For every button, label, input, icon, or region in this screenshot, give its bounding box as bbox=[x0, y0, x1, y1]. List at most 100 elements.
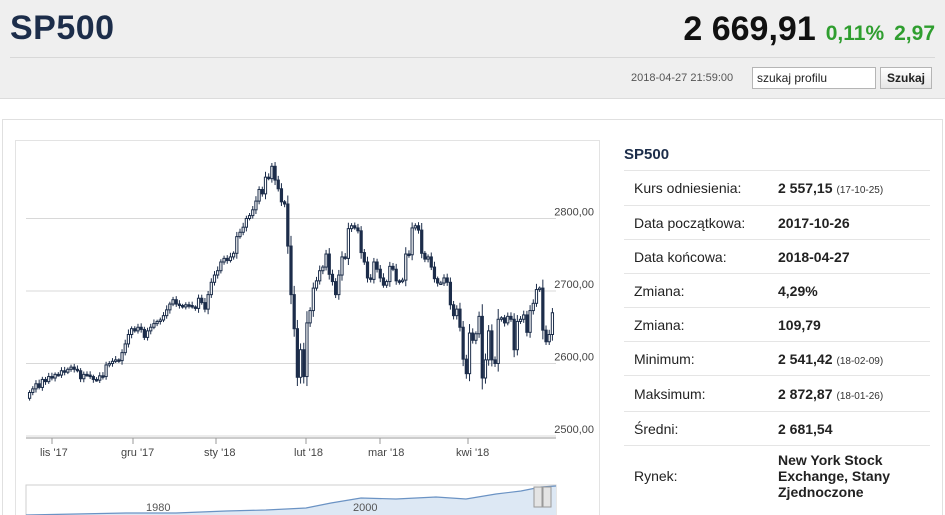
candle bbox=[420, 229, 424, 254]
candle bbox=[104, 364, 108, 378]
candle bbox=[458, 308, 462, 328]
candle bbox=[53, 373, 57, 379]
candle bbox=[152, 323, 156, 328]
y-tick-label: 2600,00 bbox=[554, 352, 594, 364]
candlestick-chart: 2800,00 2700,00 2600,00 2500,00 lis '17 gru '… bbox=[25, 162, 594, 515]
candle bbox=[158, 319, 162, 322]
header-divider bbox=[10, 57, 935, 58]
candle bbox=[464, 358, 468, 375]
candle bbox=[474, 333, 478, 341]
candle bbox=[439, 282, 443, 286]
navigator-handle-left bbox=[533, 486, 543, 508]
candle bbox=[525, 314, 529, 333]
candle bbox=[544, 329, 548, 343]
info-value: 2018-04-27 bbox=[778, 239, 930, 274]
info-value: 2 557,15 (17-10-25) bbox=[778, 170, 930, 206]
candle bbox=[283, 201, 287, 205]
info-row: Zmiana: 109,79 bbox=[624, 307, 930, 342]
candle bbox=[184, 304, 188, 308]
info-value: 2 872,87 (18-01-26) bbox=[778, 375, 930, 412]
info-value: 109,79 bbox=[778, 307, 930, 342]
candle bbox=[254, 200, 258, 211]
candle bbox=[487, 330, 491, 361]
candle bbox=[257, 189, 261, 202]
info-label: Zmiana: bbox=[624, 307, 778, 342]
candle bbox=[101, 375, 105, 378]
x-tick-label: lut '18 bbox=[294, 447, 323, 459]
candle bbox=[308, 310, 312, 324]
candle bbox=[59, 370, 64, 376]
candle bbox=[477, 315, 481, 335]
candle bbox=[429, 256, 433, 268]
candle bbox=[295, 328, 299, 378]
candle bbox=[177, 303, 182, 307]
candle bbox=[375, 261, 379, 270]
candle bbox=[349, 225, 354, 230]
candle bbox=[174, 299, 178, 305]
candle bbox=[423, 252, 427, 260]
candle bbox=[222, 257, 226, 263]
candle bbox=[31, 388, 35, 393]
candle bbox=[50, 376, 54, 379]
candle bbox=[180, 305, 185, 308]
candle bbox=[270, 165, 274, 180]
navigator-line bbox=[25, 485, 557, 515]
candle bbox=[321, 266, 325, 272]
candle bbox=[110, 360, 115, 364]
candle bbox=[353, 225, 357, 229]
candle bbox=[142, 328, 146, 338]
candle bbox=[407, 253, 411, 257]
candle bbox=[168, 303, 172, 311]
candle bbox=[286, 203, 290, 247]
info-value-text: 109,79 bbox=[778, 316, 821, 333]
candle bbox=[404, 253, 408, 281]
candle bbox=[538, 287, 542, 291]
candle bbox=[279, 188, 284, 203]
chart-container: 2800,00 2700,00 2600,00 2500,00 lis '17 gru '… bbox=[15, 140, 600, 515]
candle bbox=[502, 317, 507, 324]
navigator-handle-right bbox=[542, 486, 552, 508]
candle bbox=[292, 294, 296, 330]
candle bbox=[161, 315, 166, 321]
candle bbox=[509, 315, 513, 320]
candle bbox=[232, 252, 236, 258]
info-value-text: 2017-10-26 bbox=[778, 214, 850, 231]
candle bbox=[397, 280, 402, 283]
info-label: Zmiana: bbox=[624, 273, 778, 308]
info-value-text: 2 541,42 bbox=[778, 350, 833, 367]
candle bbox=[365, 261, 370, 279]
candle bbox=[359, 230, 363, 254]
search-button[interactable]: Szukaj bbox=[880, 67, 932, 89]
info-row: Kurs odniesienia: 2 557,15 (17-10-25) bbox=[624, 170, 930, 206]
candle bbox=[145, 330, 150, 338]
candle bbox=[451, 304, 456, 317]
info-table: Kurs odniesienia: 2 557,15 (17-10-25) Data … bbox=[624, 170, 930, 506]
candle bbox=[238, 231, 242, 238]
candle bbox=[410, 227, 414, 256]
candle bbox=[114, 359, 118, 362]
candle bbox=[515, 320, 519, 351]
info-value-text: 2 681,54 bbox=[778, 420, 833, 437]
candle bbox=[547, 334, 551, 343]
candle bbox=[212, 274, 217, 283]
candle bbox=[480, 315, 484, 379]
candle bbox=[85, 373, 89, 377]
y-tick-label: 2700,00 bbox=[554, 279, 594, 291]
search-input[interactable] bbox=[752, 67, 876, 89]
candle bbox=[362, 252, 366, 263]
candle bbox=[193, 306, 197, 309]
x-tick-label: gru '17 bbox=[121, 447, 154, 459]
candle bbox=[88, 374, 92, 378]
candle bbox=[483, 359, 488, 379]
candle bbox=[98, 375, 102, 381]
info-label: Data początkowa: bbox=[624, 205, 778, 240]
candle bbox=[531, 302, 535, 312]
candle bbox=[506, 315, 510, 324]
info-value-date: (17-10-25) bbox=[836, 185, 884, 196]
candle bbox=[209, 281, 213, 296]
info-label: Rynek: bbox=[624, 445, 778, 506]
page-title: SP500 bbox=[10, 9, 115, 47]
candle bbox=[91, 376, 95, 380]
candle bbox=[72, 366, 76, 370]
candle bbox=[490, 330, 494, 361]
